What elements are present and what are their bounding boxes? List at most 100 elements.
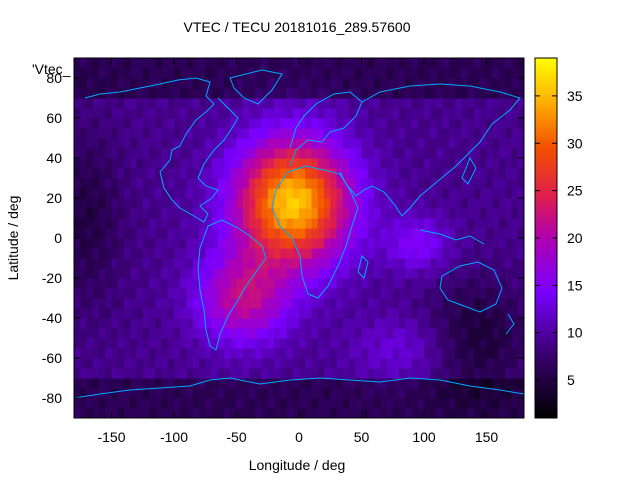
heatmap-cell [480, 208, 488, 219]
heatmap-cell [386, 188, 394, 199]
heatmap-cell [217, 208, 225, 219]
heatmap-cell [242, 218, 250, 229]
heatmap-cell [461, 328, 469, 339]
heatmap-cell [274, 208, 281, 219]
heatmap-cell [142, 178, 150, 189]
heatmap-cell [505, 278, 513, 289]
heatmap-cell [242, 138, 250, 149]
heatmap-cell [261, 198, 269, 209]
heatmap-cell [280, 348, 288, 359]
heatmap-cell [180, 298, 188, 309]
heatmap-cell [180, 408, 188, 418]
heatmap-cell [417, 358, 425, 369]
heatmap-cell [336, 188, 344, 199]
heatmap-cell [355, 278, 363, 289]
heatmap-cell [105, 128, 113, 139]
heatmap-cell [124, 88, 131, 99]
heatmap-cell [124, 378, 131, 389]
heatmap-cell [367, 378, 375, 389]
heatmap-cell [474, 218, 481, 229]
heatmap-cell [461, 208, 469, 219]
heatmap-cell [92, 108, 100, 119]
heatmap-cell [180, 318, 188, 329]
heatmap-cell [374, 118, 381, 129]
heatmap-cell [117, 268, 125, 279]
heatmap-cell [86, 228, 94, 239]
heatmap-cell [492, 398, 500, 409]
heatmap-cell [124, 108, 131, 119]
heatmap-cell [292, 138, 300, 149]
heatmap-cell [330, 208, 338, 219]
heatmap-cell [349, 308, 356, 319]
heatmap-cell [180, 58, 188, 69]
heatmap-cell [411, 138, 419, 149]
heatmap-cell [336, 308, 344, 319]
heatmap-cell [299, 58, 306, 69]
heatmap-cell [174, 108, 181, 119]
heatmap-cell [211, 108, 219, 119]
heatmap-cell [349, 78, 356, 89]
heatmap-cell [330, 248, 338, 259]
heatmap-cell [92, 218, 100, 229]
heatmap-cell [117, 328, 125, 339]
heatmap-cell [449, 318, 456, 329]
heatmap-cell [86, 78, 94, 89]
heatmap-cell [111, 138, 119, 149]
heatmap-cell [80, 108, 88, 119]
heatmap-cell [486, 108, 494, 119]
heatmap-cell [142, 88, 150, 99]
heatmap-cell [511, 248, 519, 259]
heatmap-cell [161, 158, 169, 169]
heatmap-cell [324, 208, 331, 219]
heatmap-cell [274, 338, 281, 349]
heatmap-cell [336, 288, 344, 299]
heatmap-cell [311, 128, 319, 139]
heatmap-cell [424, 88, 431, 99]
heatmap-cell [280, 208, 288, 219]
heatmap-cell [274, 88, 281, 99]
heatmap-cell [430, 98, 438, 109]
heatmap-cell [205, 368, 213, 379]
heatmap-cell [136, 148, 144, 159]
heatmap-cell [511, 68, 519, 79]
heatmap-cell [280, 368, 288, 379]
heatmap-cell [230, 208, 238, 219]
heatmap-cell [74, 198, 81, 209]
heatmap-cell [267, 268, 275, 279]
heatmap-cell [480, 338, 488, 349]
heatmap-cell [274, 268, 281, 279]
heatmap-cell [317, 248, 325, 259]
heatmap-cell [411, 178, 419, 189]
heatmap-cell [205, 308, 213, 319]
heatmap-cell [311, 208, 319, 219]
heatmap-cell [467, 148, 475, 159]
heatmap-cell [317, 408, 325, 418]
heatmap-cell [186, 298, 194, 309]
heatmap-cell [224, 408, 231, 418]
heatmap-cell [399, 188, 406, 199]
heatmap-cell [130, 328, 138, 339]
heatmap-cell [399, 168, 406, 179]
heatmap-cell [417, 278, 425, 289]
heatmap-cell [349, 248, 356, 259]
heatmap-cell [199, 358, 206, 369]
heatmap-cell [474, 208, 481, 219]
heatmap-cell [392, 118, 400, 129]
heatmap-cell [392, 198, 400, 209]
heatmap-cell [442, 218, 450, 229]
heatmap-cell [236, 168, 244, 179]
heatmap-cell [155, 248, 163, 259]
heatmap-cell [224, 118, 231, 129]
heatmap-cell [467, 118, 475, 129]
heatmap-cell [149, 398, 156, 409]
heatmap-cell [311, 108, 319, 119]
heatmap-cell [399, 318, 406, 329]
heatmap-cell [261, 348, 269, 359]
heatmap-cell [274, 238, 281, 249]
heatmap-cell [492, 208, 500, 219]
heatmap-cell [224, 328, 231, 339]
heatmap-cell [230, 368, 238, 379]
heatmap-cell [174, 358, 181, 369]
heatmap-cell [205, 78, 213, 89]
heatmap-cell [274, 398, 281, 409]
